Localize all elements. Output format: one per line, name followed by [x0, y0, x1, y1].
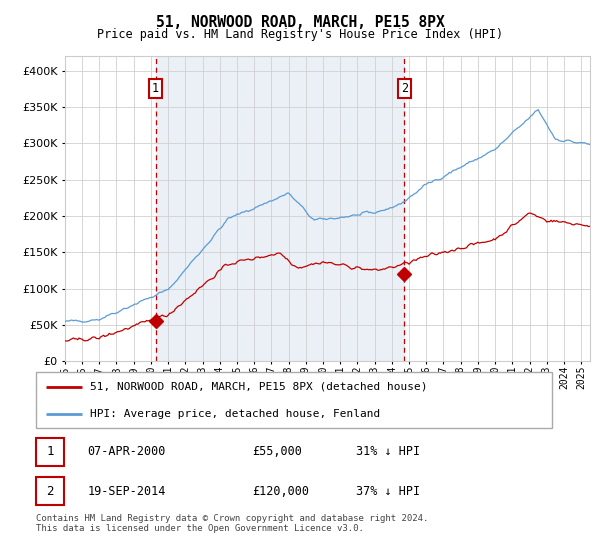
Bar: [155, 56, 404, 361]
Text: Price paid vs. HM Land Registry's House Price Index (HPI): Price paid vs. HM Land Registry's House …: [97, 28, 503, 41]
Text: 51, NORWOOD ROAD, MARCH, PE15 8PX (detached house): 51, NORWOOD ROAD, MARCH, PE15 8PX (detac…: [90, 382, 428, 392]
Text: 2: 2: [401, 82, 408, 95]
Text: 51, NORWOOD ROAD, MARCH, PE15 8PX: 51, NORWOOD ROAD, MARCH, PE15 8PX: [155, 15, 445, 30]
Text: 1: 1: [46, 445, 53, 459]
Text: £55,000: £55,000: [253, 445, 302, 459]
Text: Contains HM Land Registry data © Crown copyright and database right 2024.
This d: Contains HM Land Registry data © Crown c…: [36, 514, 428, 534]
Text: 37% ↓ HPI: 37% ↓ HPI: [356, 484, 420, 498]
Text: 1: 1: [152, 82, 159, 95]
Text: 19-SEP-2014: 19-SEP-2014: [88, 484, 166, 498]
FancyBboxPatch shape: [36, 477, 64, 505]
Text: 07-APR-2000: 07-APR-2000: [88, 445, 166, 459]
Text: £120,000: £120,000: [253, 484, 310, 498]
Text: 2: 2: [46, 484, 53, 498]
Text: 31% ↓ HPI: 31% ↓ HPI: [356, 445, 420, 459]
FancyBboxPatch shape: [36, 372, 552, 428]
FancyBboxPatch shape: [36, 438, 64, 466]
Text: HPI: Average price, detached house, Fenland: HPI: Average price, detached house, Fenl…: [90, 409, 380, 419]
